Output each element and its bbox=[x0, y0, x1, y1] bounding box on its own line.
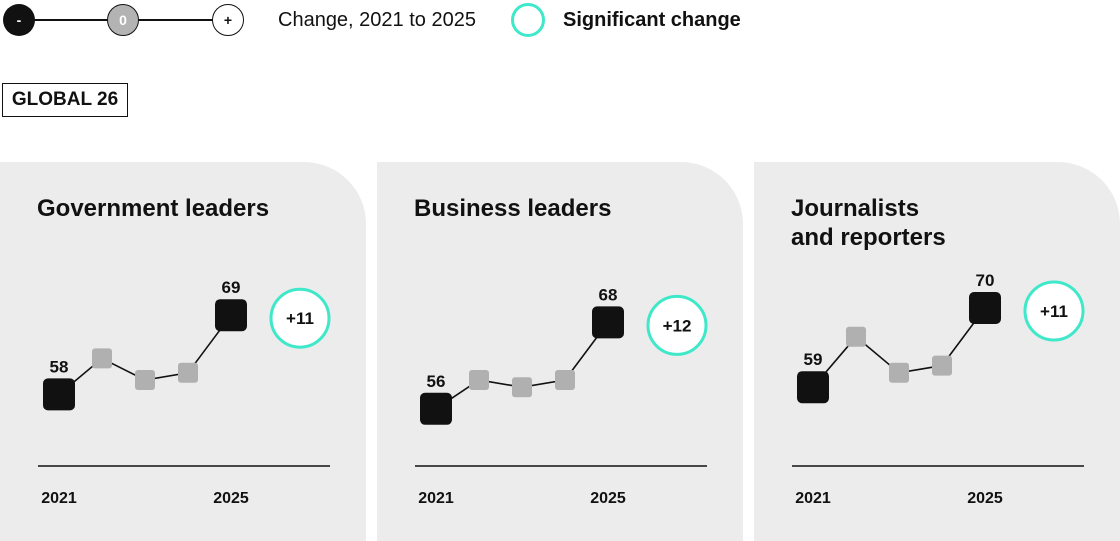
data-label: 70 bbox=[976, 271, 995, 290]
x-tick-label: 2021 bbox=[795, 490, 831, 507]
panel-title: Journalists and reporters bbox=[791, 194, 946, 252]
panel-journalists-and-reporters: Journalists and reporters 59 70 2021 2025 +11 bbox=[754, 162, 1120, 541]
global-badge-label: GLOBAL 26 bbox=[11, 89, 119, 110]
change-period-label: Change, 2021 to 2025 bbox=[278, 9, 476, 31]
negative-change-dot: - bbox=[3, 4, 35, 36]
change-value-label: +11 bbox=[286, 309, 314, 328]
data-point bbox=[92, 348, 112, 369]
significant-change-ring-icon bbox=[511, 3, 545, 37]
data-point-endpoint bbox=[797, 371, 829, 404]
x-tick-label: 2025 bbox=[967, 490, 1003, 507]
data-label: 69 bbox=[222, 278, 241, 297]
no-change-dot: 0 bbox=[107, 4, 139, 36]
data-label: 58 bbox=[50, 357, 69, 376]
change-value-label: +12 bbox=[663, 316, 692, 335]
x-tick-label: 2021 bbox=[418, 490, 454, 507]
data-point bbox=[932, 355, 952, 376]
data-point bbox=[889, 362, 909, 383]
panel-business-leaders: Business leaders 56 68 2021 2025 +12 bbox=[377, 162, 743, 541]
data-point bbox=[555, 370, 575, 390]
x-tick-label: 2025 bbox=[213, 490, 249, 507]
data-point-endpoint bbox=[43, 378, 75, 411]
title-line: Journalists bbox=[791, 195, 920, 222]
data-point bbox=[178, 362, 198, 383]
x-tick-label: 2025 bbox=[590, 490, 626, 507]
data-label: 68 bbox=[599, 285, 618, 304]
negative-change-label: - bbox=[16, 12, 22, 28]
chart-journalists-and-reporters: 59 70 2021 2025 +11 bbox=[792, 271, 1085, 507]
data-point-endpoint bbox=[592, 306, 624, 339]
legend: - 0 + Change, 2021 to 2025 Significant c… bbox=[0, 0, 1120, 44]
chart-business-leaders: 56 68 2021 2025 +12 bbox=[415, 285, 708, 507]
data-point-endpoint bbox=[215, 299, 247, 332]
chart-government-leaders: 58 69 2021 2025 +11 bbox=[38, 278, 331, 507]
data-point-endpoint bbox=[969, 292, 1001, 324]
scale-line-right bbox=[123, 19, 228, 21]
panel-title: Business leaders bbox=[414, 195, 612, 222]
significant-change-label: Significant change bbox=[563, 9, 741, 31]
scale-line-left bbox=[19, 19, 123, 21]
title-line: and reporters bbox=[791, 224, 946, 251]
significant-change-circle bbox=[269, 287, 331, 349]
significant-change-circle bbox=[1023, 280, 1085, 342]
data-label: 56 bbox=[427, 372, 446, 391]
data-point-endpoint bbox=[420, 392, 452, 425]
global-badge: GLOBAL 26 bbox=[2, 83, 128, 117]
data-point bbox=[469, 370, 489, 390]
x-tick-label: 2021 bbox=[41, 490, 77, 507]
data-point bbox=[512, 377, 532, 398]
no-change-label: 0 bbox=[119, 12, 127, 28]
change-value-label: +11 bbox=[1040, 302, 1068, 321]
significant-change-circle bbox=[646, 294, 708, 356]
positive-change-dot: + bbox=[212, 4, 244, 36]
data-point bbox=[846, 326, 866, 347]
positive-change-label: + bbox=[223, 12, 233, 28]
panel-title: Government leaders bbox=[37, 195, 270, 222]
data-label: 59 bbox=[804, 350, 823, 369]
data-point bbox=[135, 370, 155, 390]
panel-government-leaders: Government leaders 58 69 2021 2025 +11 bbox=[0, 162, 366, 541]
